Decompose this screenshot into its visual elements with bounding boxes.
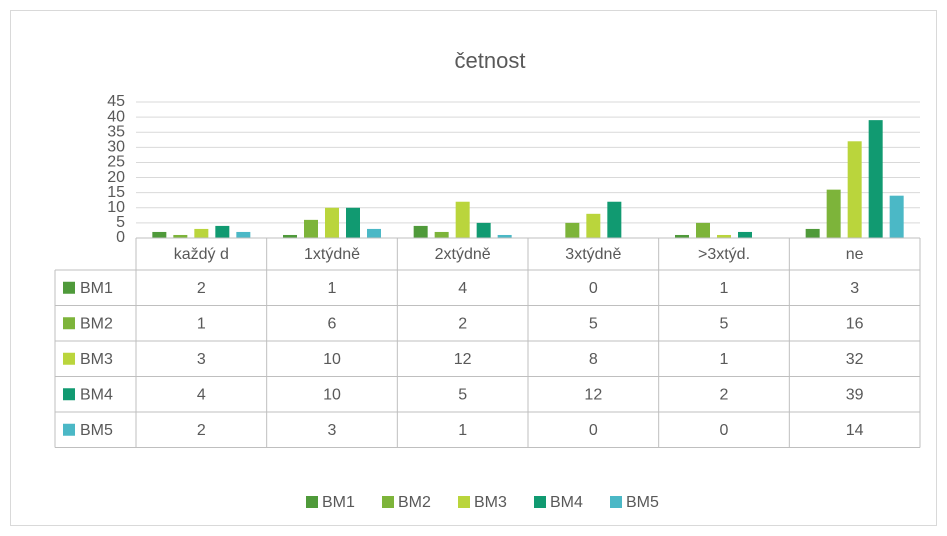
table-cell: 4: [197, 386, 206, 403]
table-row-header: BM4: [80, 386, 113, 403]
x-tick-label: ne: [846, 246, 864, 263]
y-tick-label: 25: [107, 154, 125, 171]
table-cell: 2: [458, 315, 467, 332]
legend-key: [306, 496, 318, 508]
table-cell: 1: [458, 422, 467, 439]
chart-border: [10, 10, 937, 526]
bar: [476, 222, 491, 238]
bar: [805, 228, 820, 238]
table-cell: 16: [846, 315, 864, 332]
table-cell: 39: [846, 386, 864, 403]
bar: [434, 231, 449, 238]
table-cell: 2: [197, 422, 206, 439]
table-cell: 0: [720, 422, 729, 439]
bar: [717, 234, 731, 238]
y-tick-label: 15: [107, 184, 125, 201]
x-tick-label: 2xtýdně: [435, 246, 491, 263]
bar: [455, 201, 470, 238]
table-cell: 10: [323, 351, 341, 368]
legend-label: BM3: [474, 494, 507, 511]
bar: [675, 234, 689, 238]
table-cell: 5: [458, 386, 467, 403]
y-tick-label: 45: [107, 93, 125, 110]
table-cell: 2: [197, 280, 206, 297]
y-tick-label: 40: [107, 108, 125, 125]
table-row-header: BM1: [80, 280, 113, 297]
legend-label: BM2: [398, 494, 431, 511]
bar: [413, 225, 428, 238]
table-cell: 14: [846, 422, 864, 439]
table-cell: 6: [328, 315, 337, 332]
table-key: [63, 423, 75, 436]
table-cell: 5: [589, 315, 598, 332]
table-key: [63, 281, 75, 294]
table-row-header: BM2: [80, 315, 113, 332]
bar: [607, 201, 622, 238]
table-key: [63, 388, 75, 401]
bar: [152, 231, 167, 238]
bar: [283, 234, 297, 238]
table-cell: 3: [328, 422, 337, 439]
bar: [325, 207, 339, 238]
x-tick-label: 3xtýdně: [565, 246, 621, 263]
table-cell: 0: [589, 422, 598, 439]
table-cell: 32: [846, 351, 864, 368]
table-cell: 8: [589, 351, 598, 368]
table-cell: 1: [197, 315, 206, 332]
bar: [586, 213, 601, 238]
bar: [304, 219, 318, 238]
table-key: [63, 317, 75, 330]
table-key: [63, 352, 75, 365]
legend-key: [610, 496, 622, 508]
legend-label: BM5: [626, 494, 659, 511]
table-cell: 12: [454, 351, 472, 368]
x-tick-label: 1xtýdně: [304, 246, 360, 263]
bar: [565, 222, 580, 238]
table-row-header: BM5: [80, 422, 113, 439]
table-cell: 2: [720, 386, 729, 403]
y-tick-label: 5: [116, 214, 125, 231]
table-cell: 3: [850, 280, 859, 297]
y-tick-label: 20: [107, 169, 125, 186]
legend-key: [382, 496, 394, 508]
bar: [367, 228, 381, 238]
bar: [847, 141, 862, 238]
table-cell: 1: [720, 280, 729, 297]
y-tick-label: 0: [116, 229, 125, 246]
table-cell: 5: [720, 315, 729, 332]
bar: [194, 228, 209, 238]
table-cell: 4: [458, 280, 467, 297]
table-cell: 3: [197, 351, 206, 368]
bar: [173, 234, 188, 238]
table-cell: 10: [323, 386, 341, 403]
x-tick-label: >3xtýd.: [698, 246, 750, 263]
bar: [497, 234, 512, 238]
bar: [696, 222, 710, 238]
chart-title: četnost: [455, 48, 526, 73]
y-tick-label: 35: [107, 123, 125, 140]
table-row-header: BM3: [80, 351, 113, 368]
bar: [826, 189, 841, 238]
bar: [346, 207, 360, 238]
bar: [236, 231, 251, 238]
x-tick-label: každý d: [174, 246, 229, 263]
table-cell: 1: [328, 280, 337, 297]
legend-key: [534, 496, 546, 508]
table-cell: 0: [589, 280, 598, 297]
legend-label: BM1: [322, 494, 355, 511]
legend-key: [458, 496, 470, 508]
y-tick-label: 30: [107, 139, 125, 156]
table-cell: 1: [720, 351, 729, 368]
legend-label: BM4: [550, 494, 583, 511]
table-cell: 12: [584, 386, 602, 403]
y-tick-label: 10: [107, 199, 125, 216]
bar: [868, 120, 883, 238]
bar: [215, 225, 230, 238]
bar: [889, 195, 904, 238]
bar: [738, 231, 752, 238]
